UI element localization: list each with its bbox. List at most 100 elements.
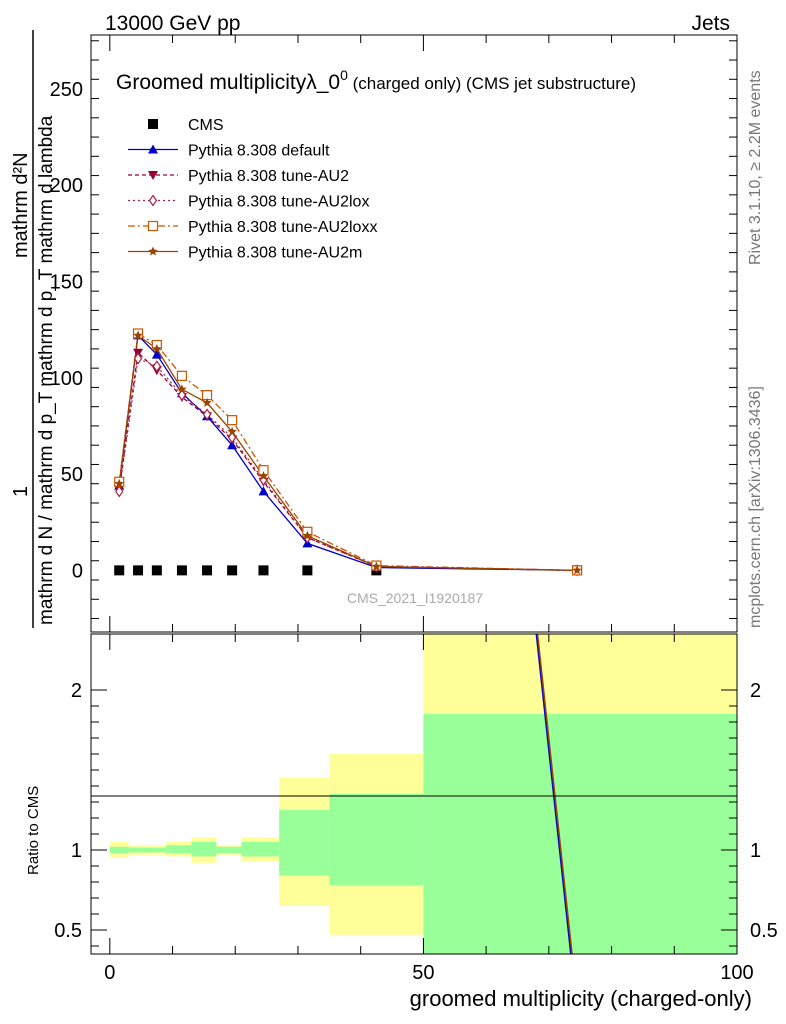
series-line-au2 xyxy=(118,351,578,572)
main-y-tick-label: 100 xyxy=(50,368,83,390)
series-point-au2m xyxy=(258,471,269,481)
legend-marker-au2m xyxy=(148,246,158,256)
legend-marker-au2loxx xyxy=(147,220,159,232)
ratio-band-green xyxy=(128,847,148,853)
ratio-uncertainty-bands xyxy=(109,634,737,954)
series-point-au2m xyxy=(227,426,237,436)
x-tick-label: 0 xyxy=(104,962,115,984)
ratio-line-au2m xyxy=(536,633,573,955)
main-y-tick-label: 50 xyxy=(61,464,83,486)
series-point-au2m xyxy=(572,565,582,575)
ratio-band-green xyxy=(241,842,280,857)
ratio-band-green xyxy=(329,794,424,886)
ratio-y-tick-label: 0.5 xyxy=(54,920,82,942)
ylabel-denominator: mathrm d N / mathrm d p_T mathrm d p_T m… xyxy=(36,115,57,625)
main-y-axis-label: mathrm d²N 1 mathrm d N / mathrm d p_T m… xyxy=(10,30,57,628)
series-point-au2m xyxy=(202,397,212,407)
header-right: Jets xyxy=(691,12,730,35)
legend-marker-cms xyxy=(148,119,158,129)
data-point-cms xyxy=(302,565,313,576)
ratio-frame xyxy=(90,633,738,955)
series-point-default xyxy=(258,486,269,496)
main-panel: 0 50 100 150 200 250 xyxy=(50,34,738,633)
ratio-y-tick-label-right: 1 xyxy=(750,840,761,862)
header-left: 13000 GeV pp xyxy=(105,12,240,35)
data-point-cms xyxy=(202,565,213,576)
main-x-ticks xyxy=(109,35,738,632)
ratio-series-lines xyxy=(535,633,573,955)
data-point-cms xyxy=(258,565,269,576)
data-point-cms xyxy=(227,565,238,576)
series-point-au2loxx xyxy=(176,370,188,381)
main-y-tick-label: 150 xyxy=(50,272,83,294)
legend-label-au2: Pythia 8.308 tune-AU2 xyxy=(188,168,349,185)
side-label-rivet: Rivet 3.1.10, ≥ 2.2M events xyxy=(747,70,764,265)
main-y-tick-label: 0 xyxy=(72,560,83,582)
legend-marker-au2 xyxy=(148,171,158,180)
main-series-lines xyxy=(118,332,578,572)
chart-title-main: Groomed multiplicityλ_0 xyxy=(116,71,340,94)
ratio-y-ticks: 0.5 0.5 1 1 2 2 xyxy=(54,680,778,947)
chart-title: Groomed multiplicityλ_00 (charged only) … xyxy=(116,67,636,94)
main-series-markers xyxy=(114,328,583,577)
series-point-au2m xyxy=(371,561,382,571)
side-label-mcplots: mcplots.cern.ch [arXiv:1306.3436] xyxy=(747,386,764,628)
main-y-tick-label: 200 xyxy=(50,175,83,197)
ratio-y-label: Ratio to CMS xyxy=(25,786,42,875)
ylabel-fraction-top: 1 xyxy=(10,486,32,497)
series-point-au2lox xyxy=(114,485,124,498)
ratio-band-green xyxy=(109,846,129,854)
ratio-y-tick-label-right: 2 xyxy=(750,680,761,702)
legend-label-cms: CMS xyxy=(188,117,224,134)
ratio-band-green xyxy=(166,845,192,854)
legend-marker-default xyxy=(148,144,158,154)
legend-marker-au2lox xyxy=(148,194,158,207)
main-y-tick-label: 250 xyxy=(50,79,83,101)
series-line-au2m xyxy=(118,334,578,572)
data-point-cms xyxy=(176,565,187,576)
legend-label-default: Pythia 8.308 default xyxy=(188,143,330,160)
series-line-au2lox xyxy=(118,357,578,572)
main-data-points xyxy=(114,565,583,576)
ratio-band-green xyxy=(147,847,167,853)
ratio-band-green xyxy=(423,714,737,954)
series-point-au2m xyxy=(114,478,124,488)
data-point-cms xyxy=(114,565,125,576)
series-point-au2m xyxy=(152,343,162,353)
ratio-y-tick-label-right: 0.5 xyxy=(750,920,778,942)
series-point-default xyxy=(151,349,162,359)
series-point-au2lox xyxy=(202,408,212,421)
series-line-default xyxy=(118,333,578,572)
main-y-ticks: 0 50 100 150 200 250 xyxy=(50,40,737,620)
x-axis-label: groomed multiplicity (charged-only) xyxy=(410,986,752,1011)
series-line-au2loxx xyxy=(118,332,578,572)
series-point-au2m xyxy=(302,530,313,540)
ratio-y-tick-label: 2 xyxy=(71,680,82,702)
series-point-au2m xyxy=(133,330,143,340)
series-point-au2lox xyxy=(133,352,143,365)
watermark: CMS_2021_I1920187 xyxy=(347,590,483,606)
data-point-cms xyxy=(151,565,162,576)
series-point-au2lox xyxy=(152,360,162,373)
data-point-cms xyxy=(133,565,144,576)
ratio-x-ticks: 0 50 100 xyxy=(104,634,754,984)
ratio-y-tick-label: 1 xyxy=(71,840,82,862)
ratio-line-default xyxy=(535,633,572,955)
x-tick-label: 50 xyxy=(412,962,434,984)
legend-label-au2lox: Pythia 8.308 tune-AU2lox xyxy=(188,194,369,211)
ratio-band-green xyxy=(191,842,217,857)
legend-label-au2m: Pythia 8.308 tune-AU2m xyxy=(188,245,362,262)
series-point-default xyxy=(227,440,238,450)
chart-title-sup: 0 xyxy=(340,67,348,83)
ratio-band-green xyxy=(216,846,242,854)
x-tick-label: 100 xyxy=(720,962,753,984)
ratio-band-green xyxy=(279,810,330,876)
main-frame xyxy=(90,34,738,633)
series-point-au2loxx xyxy=(227,415,238,426)
legend: CMS Pythia 8.308 default Pythia 8.308 tune… xyxy=(128,117,377,262)
ylabel-numerator: mathrm d²N xyxy=(10,152,32,258)
ratio-panel: 0.5 0.5 1 1 2 2 0 50 100 xyxy=(54,633,778,984)
chart-title-sub: (charged only) (CMS jet substructure) xyxy=(348,74,636,93)
series-point-au2m xyxy=(177,384,187,394)
